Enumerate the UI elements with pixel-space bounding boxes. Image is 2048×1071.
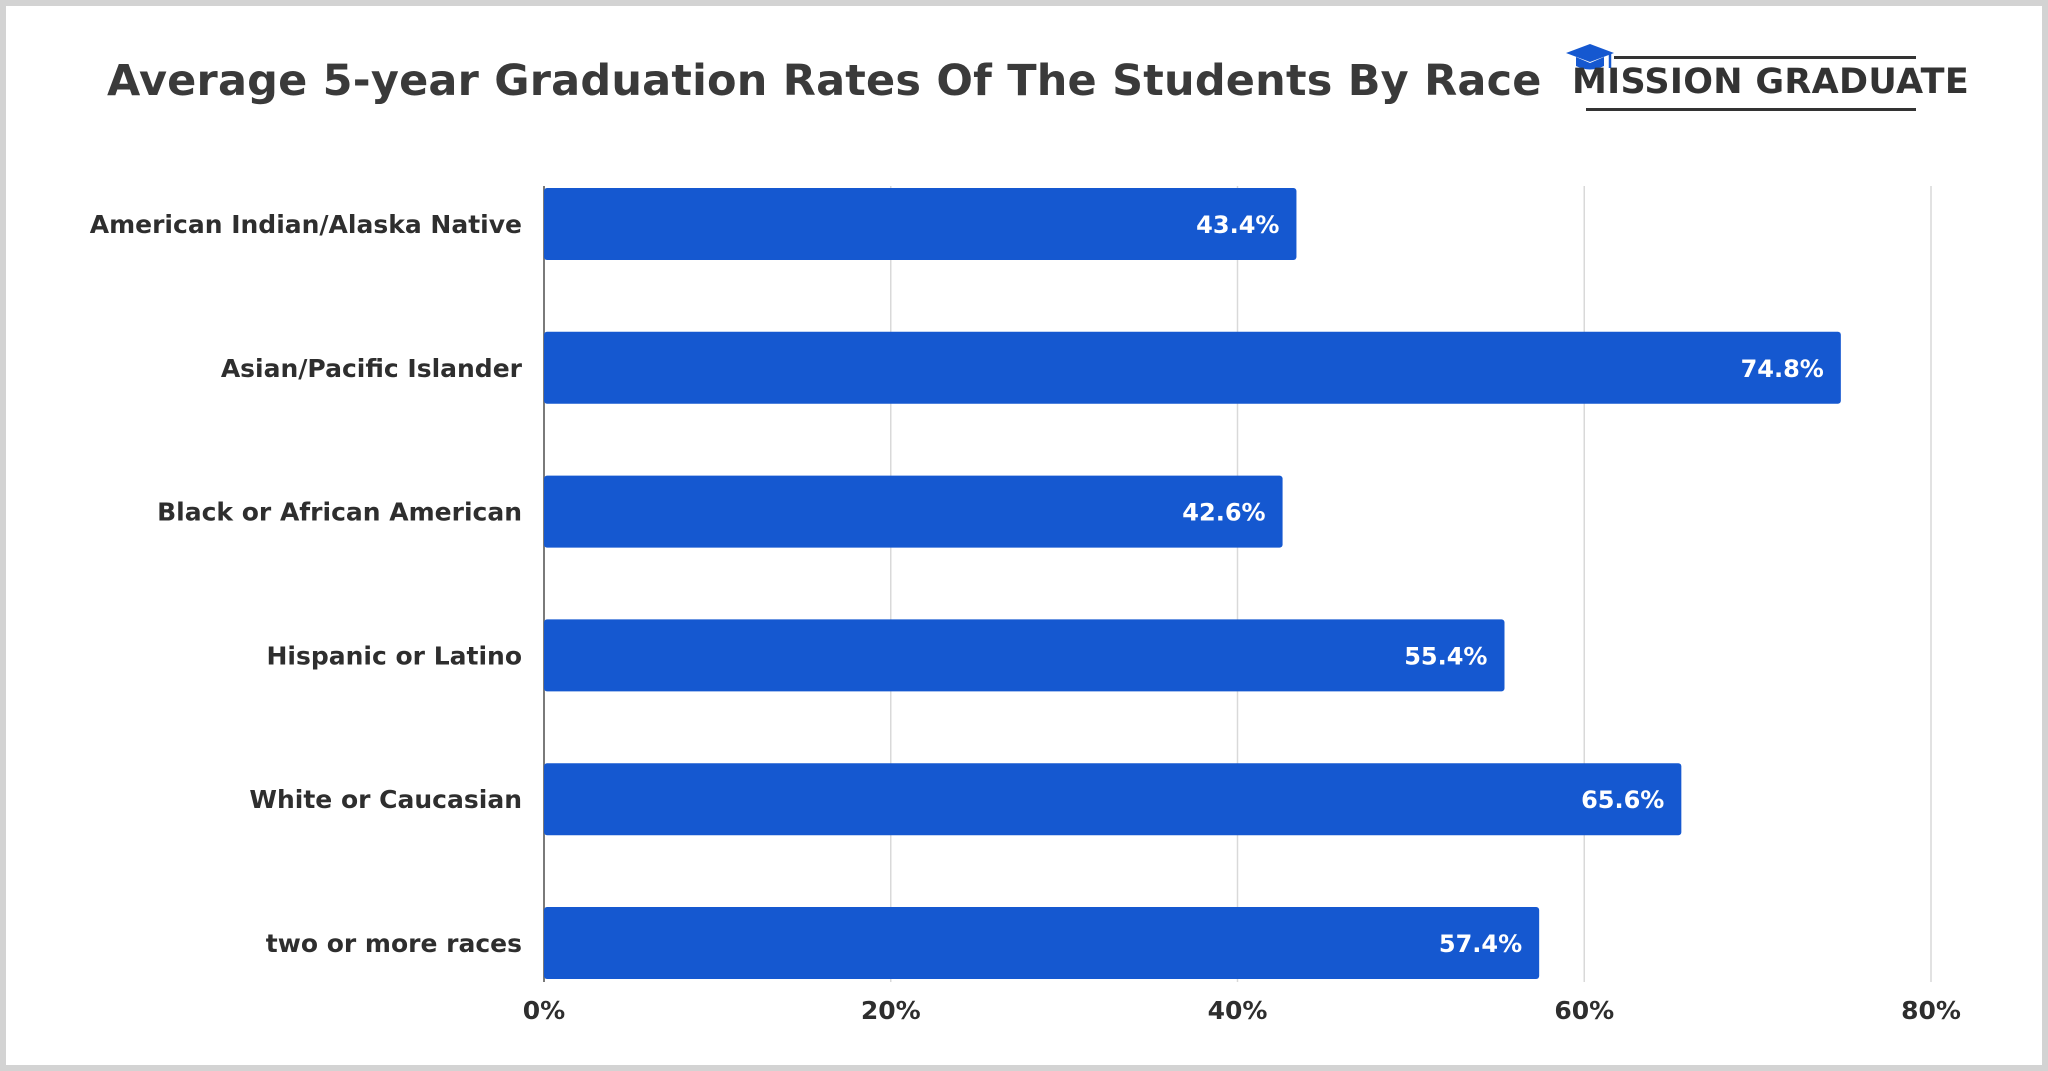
bar <box>544 619 1505 692</box>
category-label: Asian/Pacific Islander <box>221 354 523 383</box>
bar <box>544 763 1682 836</box>
category-label: two or more races <box>266 929 522 958</box>
category-label: American Indian/Alaska Native <box>90 210 522 239</box>
x-tick-label: 60% <box>1554 996 1614 1025</box>
brand-name: MISSION GRADUATE <box>1572 62 1970 102</box>
bar <box>544 331 1841 404</box>
bar <box>544 475 1283 548</box>
logo-overline <box>1614 56 1916 59</box>
data-label: 57.4% <box>1439 930 1522 958</box>
x-tick-label: 20% <box>861 996 921 1025</box>
brand-logo: MISSION GRADUATE <box>1562 42 1972 114</box>
data-label: 65.6% <box>1581 786 1664 814</box>
chart-title: Average 5-year Graduation Rates Of The S… <box>107 56 1542 106</box>
bar <box>544 188 1297 260</box>
data-label: 43.4% <box>1196 211 1279 239</box>
data-label: 74.8% <box>1741 355 1824 383</box>
graduation-cap-icon <box>1566 44 1614 70</box>
bar <box>544 907 1540 979</box>
x-tick-label: 0% <box>523 996 565 1025</box>
data-label: 55.4% <box>1404 642 1487 670</box>
category-label: Black or African American <box>157 498 522 527</box>
x-tick-label: 80% <box>1901 996 1961 1025</box>
logo-underline <box>1586 108 1916 111</box>
category-label: White or Caucasian <box>249 785 522 814</box>
category-label: Hispanic or Latino <box>266 641 522 670</box>
data-label: 42.6% <box>1182 499 1265 527</box>
x-tick-label: 40% <box>1208 996 1268 1025</box>
